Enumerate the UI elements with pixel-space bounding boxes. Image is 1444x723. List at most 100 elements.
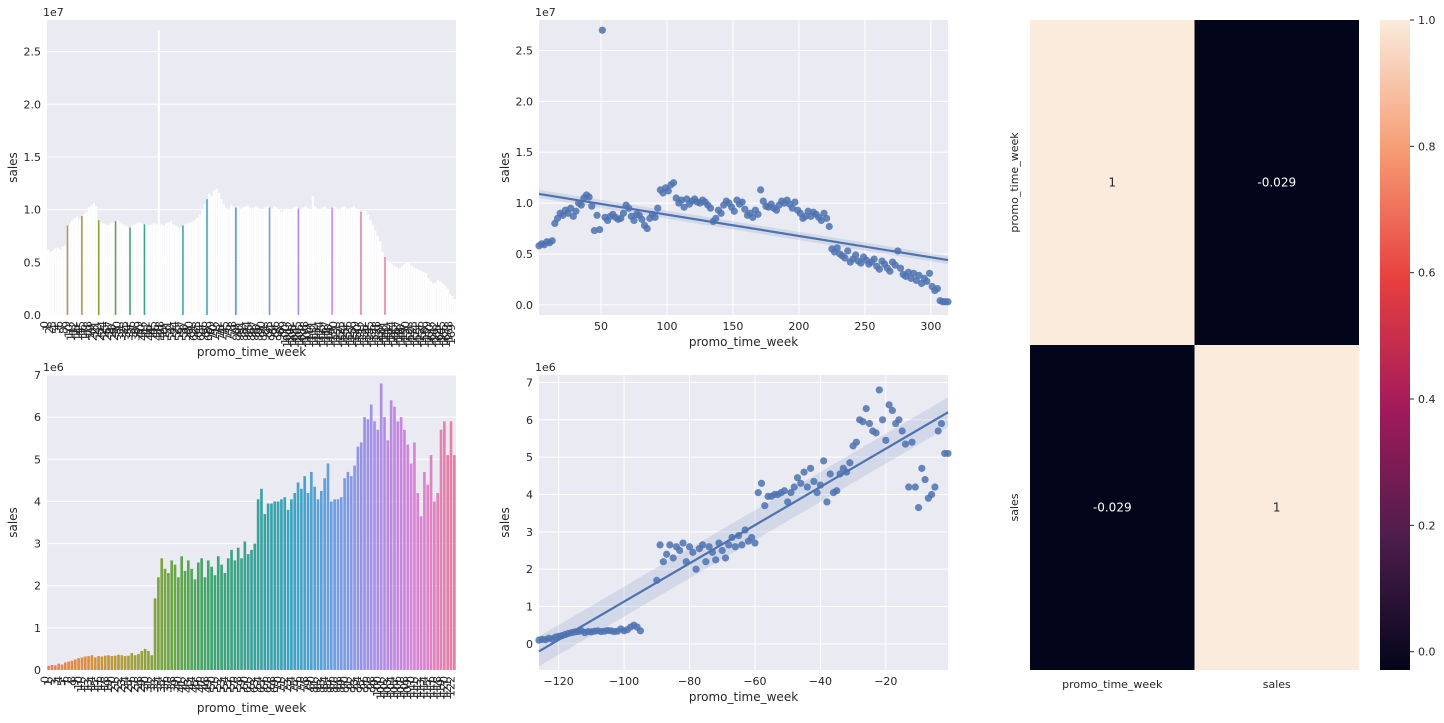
- bar: [287, 209, 290, 315]
- y-tick-label: 1.5: [516, 146, 534, 159]
- x-tick-label: 76: [221, 324, 234, 338]
- bar: [446, 455, 450, 670]
- x-tick-label: 25: [98, 324, 111, 338]
- colorbar-tick-label: 0.2: [1418, 519, 1436, 532]
- bar: [429, 455, 433, 670]
- scatter-point: [875, 265, 883, 273]
- bar: [420, 270, 423, 315]
- heatmap-annotation: 1: [1108, 176, 1116, 190]
- bar: [54, 248, 57, 315]
- x-tick-label: 250: [854, 320, 875, 333]
- bar: [95, 206, 98, 315]
- x-tick-label: 91: [341, 679, 354, 693]
- x-tick-label: 118: [322, 324, 335, 345]
- x-tick-label: 107: [296, 327, 309, 348]
- bar: [130, 653, 134, 670]
- scatter-point: [717, 209, 725, 217]
- y-offset-label: 1e7: [535, 6, 556, 19]
- x-tick-label: 14: [72, 327, 85, 341]
- bar: [63, 245, 67, 315]
- x-tick-label: 19: [84, 324, 97, 338]
- x-tick-label: 112: [308, 324, 321, 345]
- x-tick-label: 165: [435, 321, 448, 342]
- bar: [263, 207, 266, 315]
- x-tick-label: 36: [125, 321, 138, 335]
- x-tick-label: 168: [442, 321, 455, 342]
- x-tick-label: 41: [175, 679, 188, 693]
- x-tick-label: 151: [401, 324, 414, 345]
- bar: [237, 206, 240, 315]
- bar: [103, 655, 107, 670]
- bar: [422, 271, 425, 315]
- x-tick-label: 24: [118, 676, 131, 690]
- scatter-point: [663, 550, 671, 558]
- scatter-point: [651, 213, 659, 221]
- x-tick-label: 129: [349, 321, 362, 342]
- bar: [172, 224, 175, 315]
- y-tick-label: 2.5: [24, 46, 42, 59]
- x-tick-label: 117: [320, 321, 333, 342]
- x-tick-label: 69: [204, 321, 217, 335]
- bar: [92, 203, 95, 315]
- x-tick-label: 118: [431, 676, 444, 697]
- scatter-point: [705, 543, 713, 551]
- x-tick-label: 6: [53, 321, 66, 328]
- x-tick-label: 92: [260, 327, 273, 341]
- x-tick-label: 122: [332, 327, 345, 348]
- x-tick-label: 51: [208, 679, 221, 693]
- x-tick-label: 101: [375, 679, 388, 700]
- x-tick-label: 136: [365, 324, 378, 345]
- bar: [100, 222, 103, 315]
- bar: [71, 220, 74, 315]
- bar: [189, 222, 192, 315]
- x-tick-label: 80: [231, 327, 244, 341]
- x-tick-label: 58: [178, 324, 191, 338]
- bar: [398, 268, 401, 315]
- x-tick-label: 95: [355, 679, 368, 693]
- x-tick-label: 160: [423, 324, 436, 345]
- scatter-point: [685, 543, 694, 551]
- x-tick-label: 52: [163, 324, 176, 338]
- x-tick-label: 59: [180, 327, 193, 341]
- x-tick-label: 7: [55, 324, 68, 331]
- scatter-point: [806, 464, 815, 472]
- scatter-point: [888, 406, 896, 415]
- bar: [306, 208, 310, 315]
- scatter-point: [757, 479, 766, 487]
- x-tick-label: 18: [99, 676, 112, 690]
- bar: [329, 501, 333, 670]
- x-tick-label: 50: [594, 320, 608, 333]
- bar: [345, 208, 348, 315]
- colorbar-tick-label: 0.4: [1418, 393, 1436, 406]
- bar: [310, 471, 313, 670]
- bar: [362, 210, 365, 315]
- scatter-point: [596, 225, 604, 234]
- x-tick-label: 85: [321, 679, 334, 693]
- heatmap-cell: [1030, 345, 1195, 670]
- x-tick-label: 104: [384, 676, 397, 697]
- bar: [162, 225, 165, 315]
- x-tick-label: 82: [311, 676, 324, 690]
- x-tick-label: 59: [235, 679, 248, 693]
- bar: [258, 208, 262, 315]
- scatter-point: [706, 204, 715, 212]
- scatter-point: [761, 502, 769, 510]
- x-tick-label: 61: [242, 679, 255, 693]
- bar: [201, 209, 204, 315]
- x-tick-label: 27: [128, 679, 141, 693]
- bar: [319, 490, 323, 670]
- scatter-point: [886, 267, 894, 275]
- x-tick-label: 66: [197, 321, 210, 335]
- x-tick-label: 23: [94, 327, 107, 341]
- scatter-point: [870, 255, 878, 263]
- scatter-point: [914, 503, 923, 512]
- bar: [49, 251, 52, 315]
- x-tick-label: 68: [202, 327, 215, 341]
- scatter-point: [738, 198, 746, 206]
- x-tick-label: 43: [142, 324, 155, 338]
- x-tick-label: 95: [267, 327, 280, 341]
- bar: [73, 659, 77, 670]
- bar: [133, 224, 136, 315]
- x-tick-label: 37: [162, 679, 175, 693]
- x-tick-label: 119: [325, 327, 338, 348]
